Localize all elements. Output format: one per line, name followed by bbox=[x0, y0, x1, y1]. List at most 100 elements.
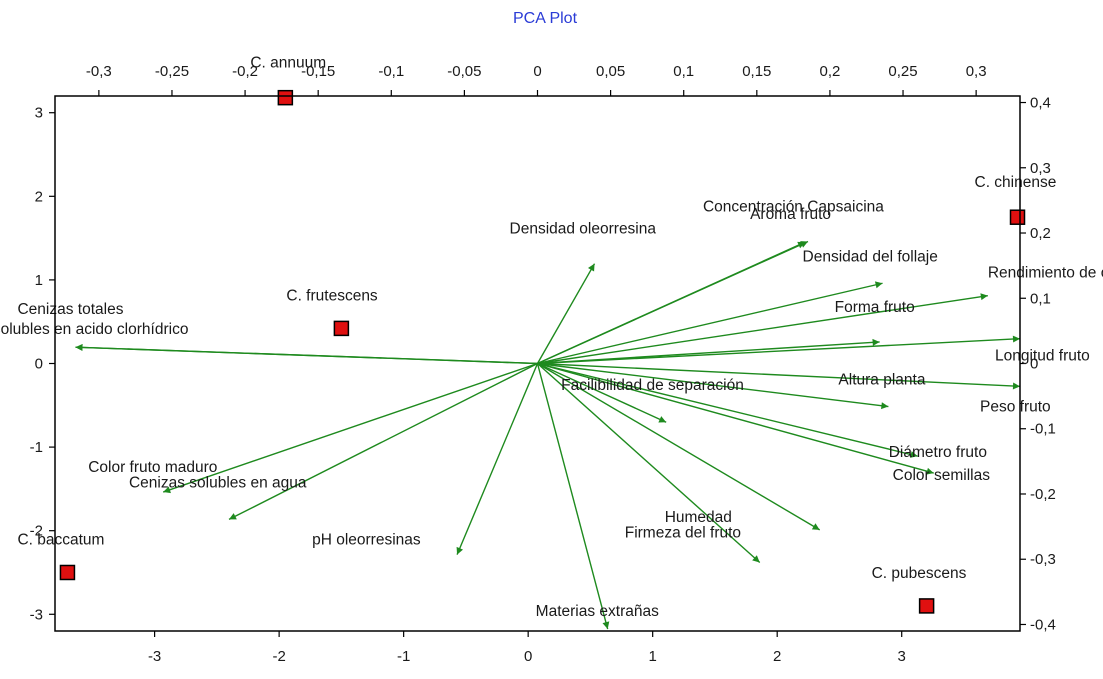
variable-arrow bbox=[537, 362, 934, 474]
top-tick-label: 0,05 bbox=[596, 63, 625, 80]
variable-arrow bbox=[228, 362, 538, 521]
variable-label: Cenizas insolubles en acido clorhídrico bbox=[0, 321, 188, 338]
variable-arrowhead bbox=[811, 523, 820, 530]
bottom-tick-label: -2 bbox=[272, 648, 285, 665]
variable-label: Aroma fruto bbox=[750, 206, 831, 223]
left-tick-label: 3 bbox=[35, 105, 43, 122]
observation-marker bbox=[1009, 209, 1026, 225]
variable-label: Humedad bbox=[665, 509, 732, 526]
tick-layer: -3 -2 -1 0 1 2 3 3 2 1 0 -1 -2 -3 -0,3 -0,25 -0,2 -0,15 -0… bbox=[30, 63, 1056, 665]
observation-label: C. baccatum bbox=[17, 531, 104, 548]
bottom-tick-label: 2 bbox=[773, 648, 781, 665]
variable-arrowhead bbox=[1012, 335, 1020, 343]
top-tick-label: 0,2 bbox=[819, 63, 840, 80]
variable-label: Forma fruto bbox=[835, 299, 915, 316]
variable-arrow bbox=[456, 363, 539, 555]
right-tick-label: -0,3 bbox=[1030, 551, 1056, 568]
observation-marker bbox=[918, 598, 935, 614]
variable-arrowhead bbox=[881, 402, 889, 410]
plot-frame bbox=[54, 95, 1021, 632]
top-tick-label: 0,15 bbox=[742, 63, 771, 80]
observation-marker bbox=[333, 320, 350, 337]
variable-arrowhead bbox=[872, 338, 880, 346]
variable-arrowhead bbox=[588, 263, 595, 272]
variable-label: Densidad del follaje bbox=[803, 248, 938, 265]
variable-label: Firmeza del fruto bbox=[625, 524, 741, 541]
variable-arrow bbox=[537, 341, 880, 365]
variable-arrowhead bbox=[456, 546, 464, 555]
variable-arrowhead bbox=[602, 621, 610, 630]
right-tick-label: 0,3 bbox=[1030, 160, 1051, 177]
variable-label: Concentración Capsaicina bbox=[703, 198, 884, 215]
variable-label: Cenizas solubles en agua bbox=[129, 474, 307, 491]
variable-label: Peso fruto bbox=[980, 398, 1051, 415]
variable-arrowhead bbox=[163, 486, 171, 494]
variable-arrow bbox=[537, 362, 1021, 388]
left-tick-label: 1 bbox=[35, 272, 43, 289]
variable-label: pH oleorresinas bbox=[312, 532, 421, 549]
left-tick-label: -2 bbox=[30, 523, 43, 540]
left-tick-label: -1 bbox=[30, 439, 43, 456]
variable-arrowhead bbox=[874, 281, 883, 289]
bottom-tick-label: 3 bbox=[898, 648, 906, 665]
variable-arrowhead bbox=[752, 555, 760, 563]
right-tick-label: 0 bbox=[1030, 356, 1038, 373]
top-tick-label: 0,25 bbox=[888, 63, 917, 80]
left-tick-label: 0 bbox=[35, 356, 43, 373]
variable-arrow bbox=[537, 294, 988, 365]
top-tick-label: -0,3 bbox=[86, 63, 112, 80]
variable-arrow bbox=[537, 282, 883, 365]
chart-title: PCA Plot bbox=[513, 10, 578, 27]
variable-arrow bbox=[537, 362, 667, 423]
left-tick-label: 2 bbox=[35, 188, 43, 205]
top-tick-label: -0,25 bbox=[155, 63, 189, 80]
variable-arrow bbox=[537, 362, 889, 408]
bottom-tick-label: 1 bbox=[649, 648, 657, 665]
variable-label: Rendimiento de oleorresina bbox=[988, 265, 1103, 282]
bottom-tick-label: -3 bbox=[148, 648, 161, 665]
variable-arrowhead bbox=[1012, 382, 1020, 390]
variable-label: Facilibilidad de separación bbox=[561, 377, 744, 394]
top-tick-label: 0 bbox=[533, 63, 541, 80]
variable-arrow bbox=[537, 338, 1021, 365]
variable-arrow bbox=[537, 362, 918, 457]
variable-arrow bbox=[162, 362, 538, 493]
observation-label: C. frutescens bbox=[286, 287, 378, 304]
bottom-tick-label: -1 bbox=[397, 648, 410, 665]
variable-label: Diámetro fruto bbox=[889, 444, 987, 461]
top-tick-label: -0,05 bbox=[447, 63, 481, 80]
top-tick-label: -0,1 bbox=[378, 63, 404, 80]
right-tick-label: -0,2 bbox=[1030, 486, 1056, 503]
top-tick-label: -0,15 bbox=[301, 63, 335, 80]
variable-label: Altura planta bbox=[838, 372, 925, 389]
observation-label: C. pubescens bbox=[872, 565, 967, 582]
variable-label: Densidad oleorresina bbox=[510, 221, 657, 238]
variable-arrowhead bbox=[926, 467, 934, 475]
variable-arrow bbox=[537, 241, 806, 365]
variable-arrows bbox=[75, 240, 1021, 630]
variable-label: Longitud fruto bbox=[995, 348, 1090, 365]
observation-marker bbox=[59, 564, 76, 581]
variable-arrowhead bbox=[980, 293, 988, 301]
right-tick-label: -0,1 bbox=[1030, 421, 1056, 438]
variable-arrow bbox=[537, 362, 761, 564]
top-tick-label: -0,2 bbox=[232, 63, 258, 80]
bottom-tick-label: 0 bbox=[524, 648, 532, 665]
variable-arrow bbox=[75, 346, 538, 365]
variable-arrow bbox=[537, 362, 821, 531]
variable-label: Color semillas bbox=[893, 467, 991, 484]
variable-arrowhead bbox=[228, 513, 237, 520]
variable-arrowhead bbox=[910, 451, 918, 458]
right-tick-label: -0,4 bbox=[1030, 616, 1056, 633]
variable-label: Materias extrañas bbox=[536, 603, 659, 620]
observation-label: C. chinense bbox=[975, 174, 1057, 191]
observation-marker bbox=[277, 89, 294, 106]
variable-arrowhead bbox=[75, 343, 83, 351]
observation-markers: C. annuum C. chinense C. frutescens C. bacc… bbox=[17, 55, 1057, 614]
left-tick-label: -3 bbox=[30, 606, 43, 623]
right-tick-label: 0,1 bbox=[1030, 290, 1051, 307]
variable-arrowhead bbox=[658, 416, 667, 423]
observation-label: C. annuum bbox=[250, 55, 326, 72]
